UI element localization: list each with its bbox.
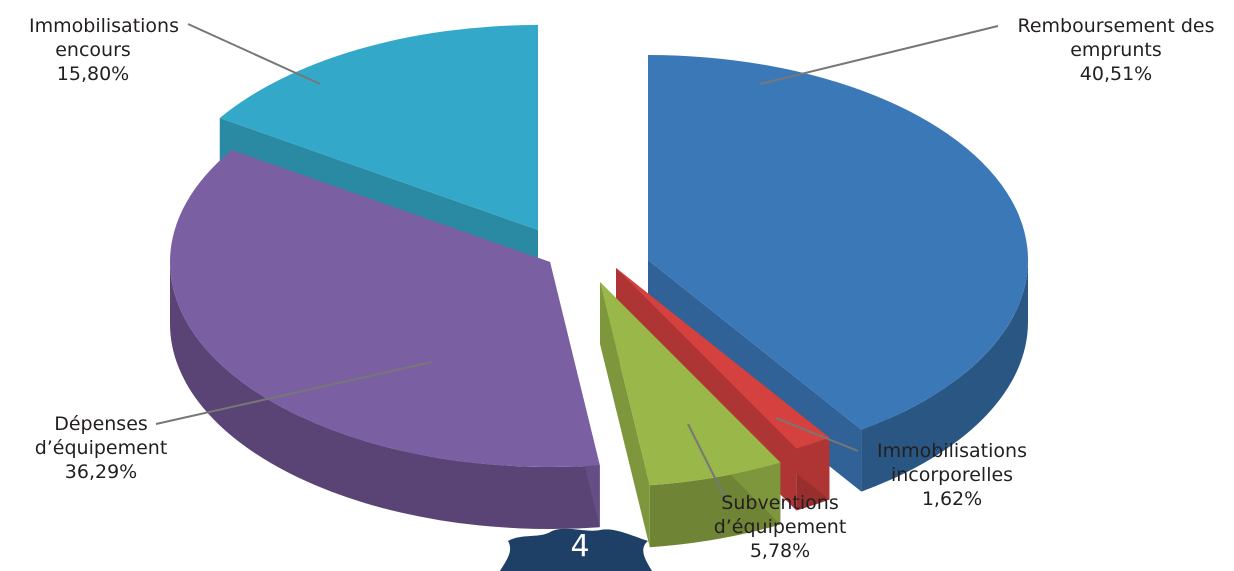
page-number-badge: [500, 528, 652, 571]
slice-label-line: Subventions: [721, 492, 839, 514]
leader-lines: [155, 23, 999, 501]
page-number: 4: [570, 529, 590, 564]
pie-slice: [616, 268, 830, 449]
label-immobilisations-encours: Immobilisations encours 15,80%: [29, 14, 179, 86]
slice-label-line: Remboursement des: [1017, 15, 1215, 37]
pie-slice: [170, 149, 600, 467]
slice-value-label: 15,80%: [56, 63, 130, 85]
leader-line: [759, 25, 999, 85]
slice-value-label: 1,62%: [921, 488, 983, 510]
pie-slice: [600, 282, 781, 486]
slice-label-line: encours: [55, 39, 131, 61]
slice-label-line: Immobilisations: [877, 440, 1027, 462]
slice-label-line: incorporelles: [890, 464, 1014, 486]
pie-slice-wall: [600, 282, 650, 548]
pie-slice: [648, 55, 1028, 430]
leader-line: [187, 23, 321, 85]
slice-value-label: 5,78%: [749, 540, 811, 562]
badge-shape: [500, 528, 652, 571]
slice-value-label: 40,51%: [1079, 63, 1153, 85]
leader-line: [775, 417, 859, 452]
pie-slice-side: [861, 260, 1029, 492]
label-remboursement-des-emprunts: Remboursement des emprunts 40,51%: [1006, 14, 1226, 86]
label-depenses-equipement: Dépenses d’équipement 36,29%: [16, 412, 186, 484]
leader-line: [687, 423, 727, 501]
label-subventions-equipement: Subventions d’équipement 5,78%: [700, 491, 860, 563]
label-immobilisations-incorporelles: Immobilisations incorporelles 1,62%: [862, 439, 1042, 511]
slice-label-line: d’équipement: [34, 437, 168, 459]
pie-slice-tops: [170, 25, 1028, 486]
slice-label-line: emprunts: [1070, 39, 1162, 61]
pie-slice: [219, 25, 538, 230]
slice-label-line: Immobilisations: [29, 15, 179, 37]
pie-slice-side: [170, 262, 600, 529]
slice-label-line: d’équipement: [713, 516, 847, 538]
slice-label-line: Dépenses: [54, 413, 148, 435]
leader-line: [155, 361, 433, 425]
slice-value-label: 36,29%: [64, 461, 138, 483]
